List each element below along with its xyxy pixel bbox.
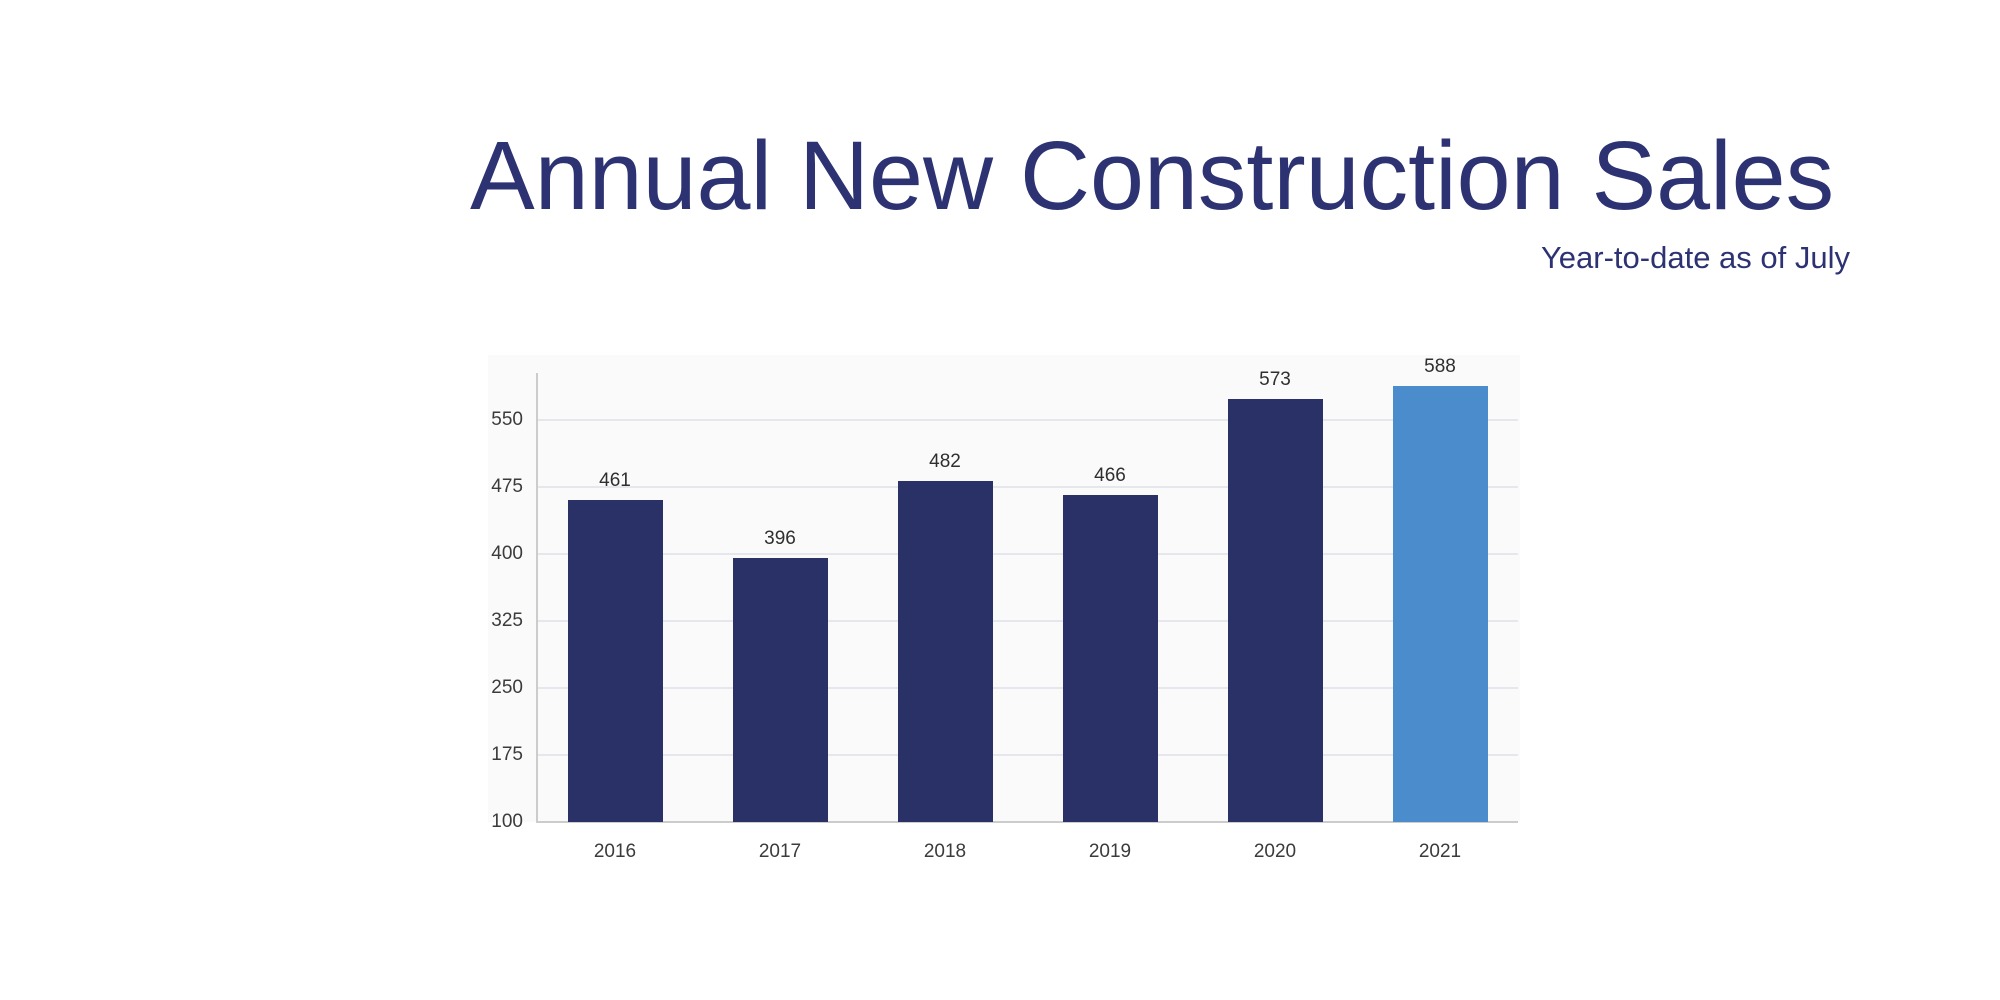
y-tick-label: 325	[491, 610, 523, 631]
bar-value-label: 396	[764, 527, 796, 549]
gridline	[537, 553, 1518, 555]
bar-2018	[897, 480, 993, 822]
x-axis-label: 2018	[923, 841, 967, 862]
x-axis-label: 2021	[1418, 841, 1462, 862]
gridline	[537, 754, 1518, 756]
bar-2016	[567, 499, 663, 822]
plot-area: 100 175 250 325 400 475 550 461 2016 396 2017 482 20…	[488, 355, 1520, 862]
x-axis-label: 2019	[1088, 841, 1132, 862]
bar-2017	[732, 557, 828, 822]
gridline	[537, 486, 1518, 488]
x-axis-label: 2020	[1253, 841, 1297, 862]
gridline	[537, 620, 1518, 622]
bar-chart: 100 175 250 325 400 475 550 461 2016 396 2017 482 20…	[488, 355, 1520, 862]
y-tick-label: 400	[491, 543, 523, 564]
y-tick-label: 475	[491, 476, 523, 497]
x-axis-line	[536, 821, 1518, 823]
bar-2020	[1227, 399, 1323, 822]
bar-value-label: 466	[1094, 465, 1126, 487]
bar-value-label: 482	[929, 450, 961, 472]
gridline	[537, 687, 1518, 689]
y-tick-label: 250	[491, 677, 523, 698]
y-tick-label: 100	[491, 811, 523, 832]
y-tick-label: 175	[491, 744, 523, 765]
bar-value-label: 573	[1259, 369, 1291, 391]
x-axis-label: 2017	[758, 841, 802, 862]
gridline	[537, 419, 1518, 421]
chart-title: Annual New Construction Sales	[470, 121, 1835, 230]
bar-value-label: 461	[599, 469, 631, 491]
y-axis-line	[536, 373, 538, 822]
bar-2021	[1392, 386, 1488, 822]
y-tick-label: 550	[491, 409, 523, 430]
bar-2019	[1062, 495, 1158, 822]
x-axis-label: 2016	[593, 841, 637, 862]
chart-subtitle: Year-to-date as of July	[1540, 240, 1850, 275]
bar-value-label: 588	[1424, 356, 1456, 378]
